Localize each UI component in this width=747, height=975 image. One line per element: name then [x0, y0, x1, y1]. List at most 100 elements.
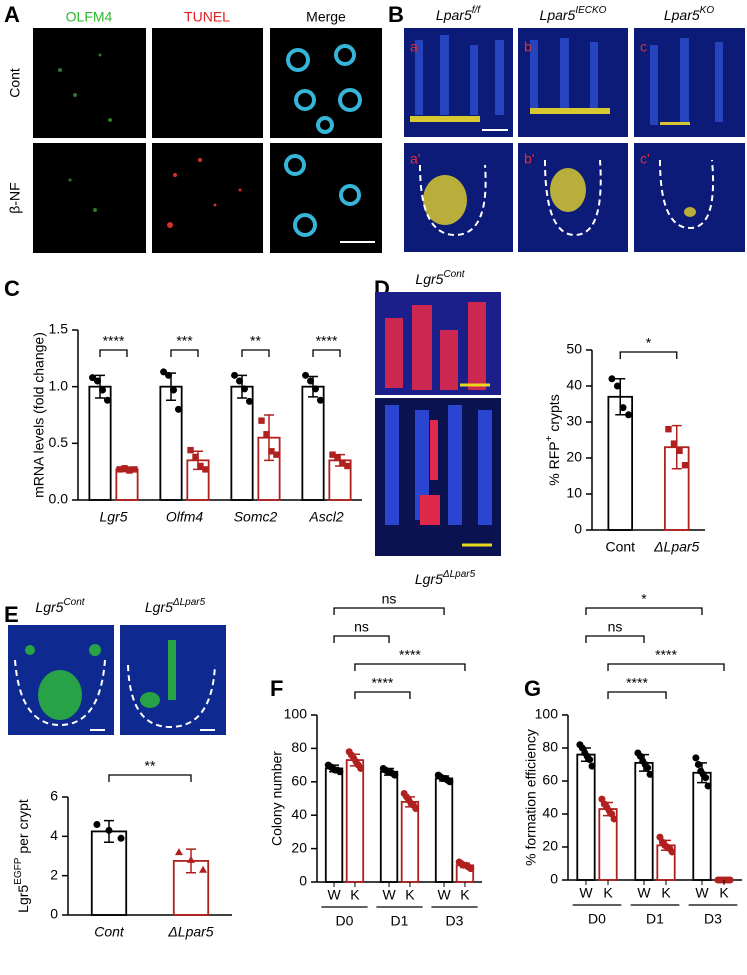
- data-point: [199, 865, 208, 873]
- x-tick-label: Cont: [94, 924, 125, 940]
- error-bar: [671, 424, 682, 470]
- text-part: Lpar5: [540, 7, 576, 23]
- data-point: [704, 782, 712, 790]
- significance-label: ***: [176, 333, 193, 349]
- significance-bracket: [607, 663, 725, 671]
- x-tick-label: Somc2: [234, 509, 278, 525]
- superscript: KO: [700, 5, 715, 16]
- data-point: [357, 764, 365, 772]
- data-point: [467, 865, 475, 873]
- column-header: Lpar5f/f: [436, 5, 481, 23]
- significance-label: ns: [608, 619, 623, 635]
- significance-bracket: [585, 607, 703, 615]
- data-point: [702, 774, 710, 782]
- significance-label: ****: [316, 333, 338, 349]
- data-point: [103, 396, 111, 404]
- significance-bracket: [607, 691, 667, 699]
- data-point: [336, 768, 344, 776]
- data-point: [93, 821, 101, 829]
- y-tick-label: 40: [566, 377, 582, 393]
- significance-bracket: [108, 774, 192, 782]
- y-axis-label: Colony number: [269, 751, 285, 846]
- image-tag: a: [410, 39, 418, 55]
- text-part: Lpar5: [664, 7, 700, 23]
- y-tick-label: 6: [50, 788, 58, 804]
- panel-label: F: [270, 676, 283, 701]
- column-header: Merge: [306, 9, 346, 25]
- data-point: [668, 848, 676, 856]
- y-tick-label: 20: [291, 839, 307, 855]
- data-point: [694, 761, 702, 768]
- data-point: [676, 447, 683, 454]
- row-label: Cont: [7, 68, 23, 98]
- text-part: Lpar5: [436, 7, 472, 23]
- y-tick-label: 1.5: [49, 321, 69, 337]
- data-point: [625, 411, 633, 419]
- significance-label: *: [641, 591, 647, 607]
- x-tick-label: Olfm4: [166, 509, 204, 525]
- superscript: ΔLpar5: [172, 597, 206, 608]
- data-point: [329, 451, 336, 458]
- bar: [159, 385, 183, 501]
- bar-label: K: [405, 887, 415, 903]
- image-label: Lgr5ΔLpar5: [145, 597, 206, 615]
- x-tick-label: Lgr5: [99, 509, 127, 525]
- panel-a-images: [33, 28, 382, 253]
- superscript: +: [544, 435, 555, 441]
- data-point: [105, 826, 113, 834]
- data-point: [231, 371, 239, 379]
- x-tick-label: D1: [646, 911, 664, 927]
- y-tick-label: 1.0: [49, 377, 69, 393]
- column-header: Lpar5KO: [664, 5, 714, 23]
- data-point: [126, 467, 133, 474]
- data-point: [619, 404, 627, 412]
- y-tick-label: 0: [299, 873, 307, 889]
- x-tick-label: ΔLpar5: [167, 924, 213, 940]
- image-label: Lgr5ΔLpar5: [415, 569, 476, 587]
- text-part: Lgr5: [145, 599, 173, 615]
- significance-bracket: [170, 349, 199, 357]
- image-tag: b': [524, 151, 534, 167]
- significance-bracket: [312, 349, 341, 357]
- bar-label: W: [637, 885, 651, 901]
- text-part: % RFP: [546, 441, 562, 485]
- data-point: [646, 770, 654, 778]
- y-tick-label: 30: [566, 413, 582, 429]
- data-point: [192, 453, 199, 461]
- y-tick-label: 0: [50, 906, 58, 922]
- y-tick-label: 10: [566, 485, 582, 501]
- row-label: β-NF: [7, 182, 23, 213]
- data-point: [169, 386, 177, 394]
- bar: [324, 767, 344, 883]
- y-tick-label: 0: [550, 871, 558, 887]
- bar-label: K: [661, 885, 671, 901]
- bar-label: W: [579, 885, 593, 901]
- text-part: per crypt: [15, 799, 31, 857]
- text-part: Lgr5: [415, 271, 443, 287]
- column-header: OLFM4: [66, 9, 113, 25]
- data-point: [311, 385, 319, 393]
- image-tag: b: [524, 39, 532, 55]
- significance-label: **: [145, 758, 156, 774]
- data-point: [316, 396, 324, 404]
- bar: [576, 753, 596, 881]
- y-tick-label: 40: [542, 805, 558, 821]
- panel-b-images: [404, 28, 745, 252]
- superscript: Cont: [443, 269, 465, 280]
- bar: [345, 759, 365, 883]
- superscript: Cont: [63, 597, 85, 608]
- data-point: [240, 385, 248, 393]
- significance-bracket: [333, 607, 445, 615]
- bar-label: W: [695, 885, 709, 901]
- bar-label: K: [719, 885, 729, 901]
- image-tag: c': [640, 151, 650, 167]
- superscript: IECKO: [575, 5, 606, 16]
- data-point: [202, 466, 209, 473]
- data-point: [344, 462, 351, 470]
- y-tick-label: 60: [542, 772, 558, 788]
- data-point: [586, 756, 594, 764]
- significance-label: ****: [372, 675, 394, 691]
- data-point: [446, 778, 454, 786]
- data-point: [692, 754, 700, 762]
